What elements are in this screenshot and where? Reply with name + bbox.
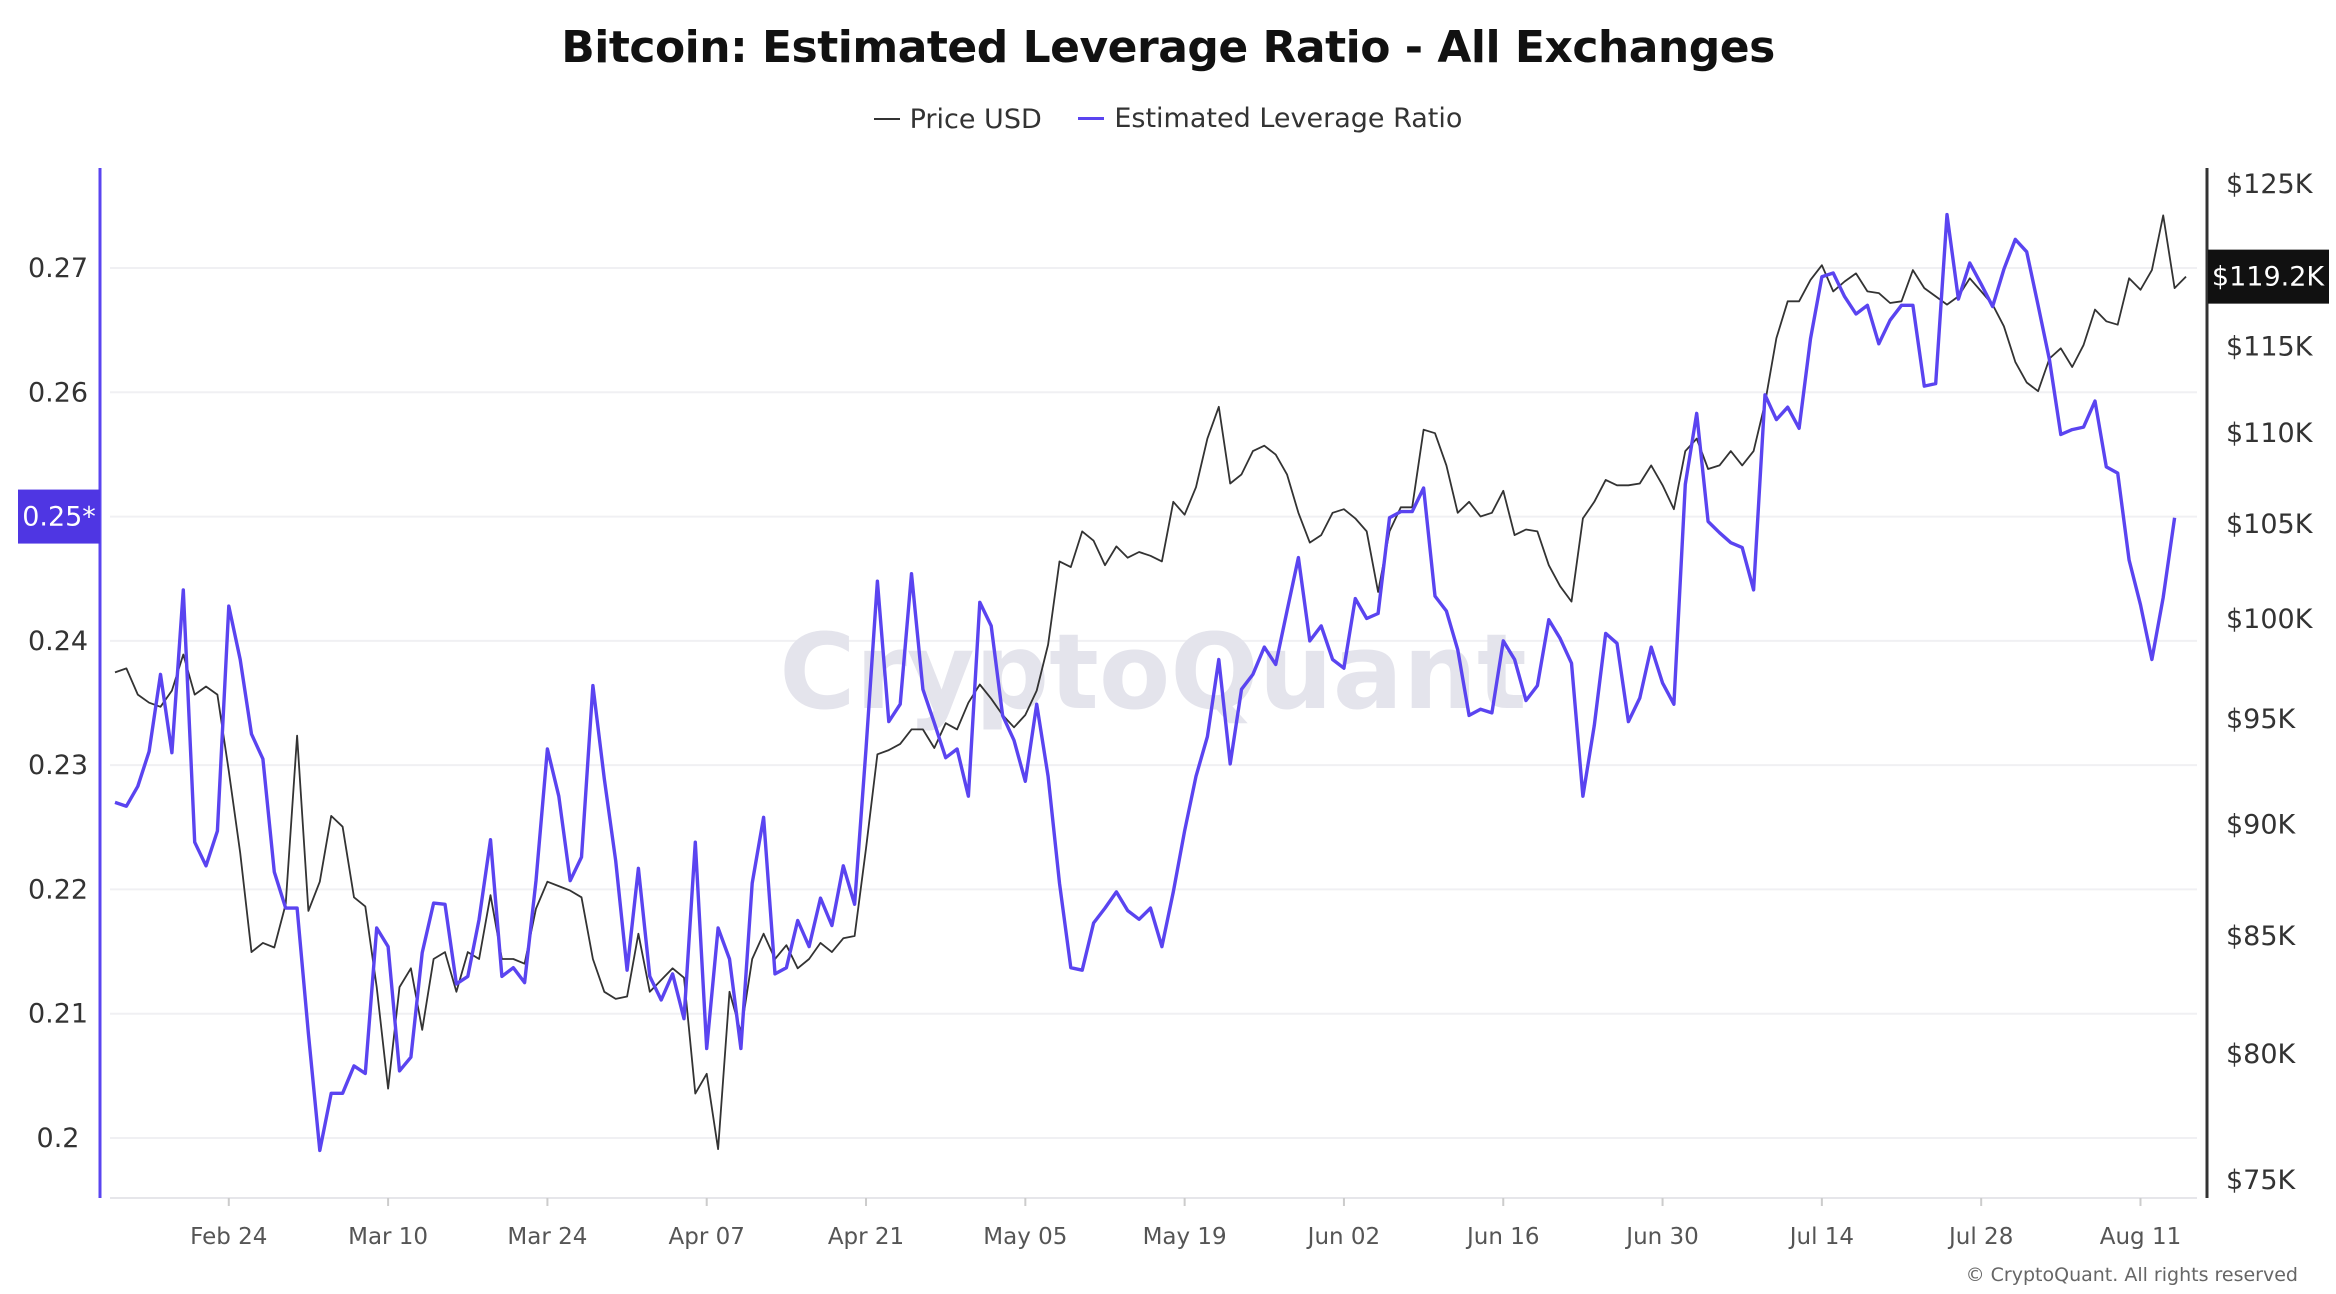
left-tick-label: 0.27: [28, 253, 88, 284]
x-tick-label: Jul 14: [1788, 1224, 1854, 1250]
leverage-ratio-line: [114, 212, 2177, 1153]
right-tick-label: $95K: [2226, 704, 2297, 735]
x-tick-label: May 19: [1143, 1224, 1227, 1250]
right-tick-label: $110K: [2226, 418, 2314, 449]
right-tick-label: $115K: [2226, 332, 2314, 363]
legend: Price USD Estimated Leverage Ratio: [0, 96, 2336, 135]
left-tick-label: 0.23: [28, 750, 88, 781]
left-tick-label: 0.2: [37, 1123, 80, 1154]
left-tick-label: 0.21: [28, 999, 88, 1030]
right-tick-label: $75K: [2226, 1165, 2297, 1196]
legend-swatch-leverage: [1078, 117, 1105, 120]
right-tick-label: $85K: [2226, 921, 2297, 952]
x-tick-label: Jul 28: [1947, 1224, 2013, 1250]
left-tick-label: 0.26: [28, 377, 88, 408]
price-usd-line: [114, 214, 2187, 1150]
legend-item-price[interactable]: Price USD: [873, 103, 1042, 135]
legend-swatch-price: [873, 118, 900, 120]
current-price-badge: [2208, 249, 2329, 304]
legend-label-price: Price USD: [909, 103, 1042, 135]
x-tick-label: Apr 07: [669, 1224, 745, 1250]
right-tick-label: $100K: [2226, 604, 2314, 635]
x-tick-label: Feb 24: [190, 1224, 267, 1250]
current-leverage-badge: [18, 489, 100, 544]
current-price-label: $119.2K: [2212, 262, 2325, 293]
x-tick-label: Mar 10: [348, 1224, 428, 1250]
x-tick-label: Mar 24: [507, 1224, 587, 1250]
left-tick-label: 0.24: [28, 626, 88, 657]
copyright-text: © CryptoQuant. All rights reserved: [1965, 1264, 2298, 1286]
chart-title: Bitcoin: Estimated Leverage Ratio - All …: [561, 22, 1775, 73]
x-tick-label: Jun 30: [1624, 1224, 1699, 1250]
right-tick-label: $90K: [2226, 810, 2297, 841]
right-tick-label: $125K: [2226, 169, 2314, 200]
x-tick-label: May 05: [983, 1224, 1067, 1250]
x-tick-label: Apr 21: [828, 1224, 904, 1250]
current-leverage-label: 0.25*: [22, 502, 96, 533]
x-tick-label: Jun 16: [1465, 1224, 1540, 1250]
legend-item-leverage[interactable]: Estimated Leverage Ratio: [1078, 103, 1462, 134]
right-tick-label: $105K: [2226, 509, 2314, 540]
left-tick-label: 0.22: [28, 874, 88, 905]
x-tick-label: Jun 02: [1306, 1224, 1381, 1250]
right-tick-label: $80K: [2226, 1039, 2297, 1070]
x-tick-label: Aug 11: [2100, 1224, 2182, 1250]
legend-label-leverage: Estimated Leverage Ratio: [1114, 103, 1463, 134]
